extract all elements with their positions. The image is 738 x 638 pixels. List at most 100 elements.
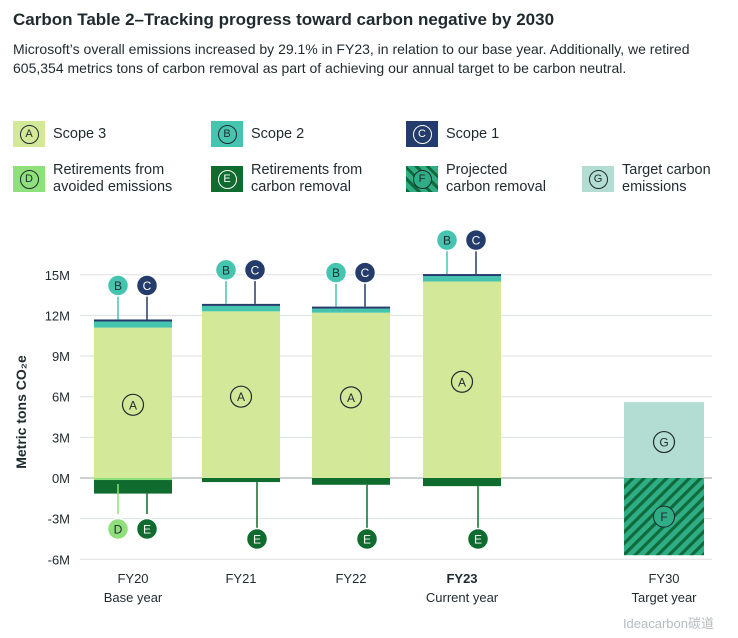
badge-letter-e: E bbox=[253, 533, 261, 547]
badge-c bbox=[243, 258, 267, 282]
badge-e bbox=[245, 527, 269, 551]
legend-badge: B bbox=[217, 124, 237, 144]
y-tick-label: 3M bbox=[52, 430, 70, 445]
legend-item-b: B Scope 2 bbox=[211, 121, 304, 147]
legend-swatch: D bbox=[13, 166, 45, 192]
legend-label: Scope 3 bbox=[53, 125, 107, 142]
badge-letter-a: A bbox=[237, 390, 245, 404]
legend-item-a: A Scope 3 bbox=[13, 121, 106, 147]
x-tick-sublabel: Current year bbox=[426, 590, 499, 605]
bar-scope2 bbox=[312, 308, 390, 313]
page-title: Carbon Table 2–Tracking progress toward … bbox=[13, 10, 555, 29]
legend-item-g: G Target carbon emissions bbox=[582, 162, 711, 196]
badge-letter-c: C bbox=[361, 266, 370, 280]
y-tick-label: 15M bbox=[45, 268, 70, 283]
legend-swatch: C bbox=[406, 121, 438, 147]
legend-item-c: C Scope 1 bbox=[406, 121, 499, 147]
badge-a bbox=[450, 370, 474, 393]
badge-c bbox=[353, 261, 377, 284]
badge-letter-a: A bbox=[129, 398, 137, 412]
legend-label: Retirements from carbon removal bbox=[251, 162, 363, 195]
bar-scope3 bbox=[94, 327, 172, 478]
legend-label: Scope 2 bbox=[251, 125, 305, 142]
bar-removal bbox=[94, 480, 172, 494]
badge-b bbox=[106, 274, 130, 297]
x-tick-label: FY22 bbox=[335, 571, 366, 586]
badge-letter-b: B bbox=[114, 279, 122, 293]
bar-scope2 bbox=[94, 321, 172, 328]
legend-label: Projected carbon removal bbox=[446, 162, 546, 195]
badge-e bbox=[135, 517, 159, 541]
bar-avoided bbox=[94, 478, 172, 481]
badge-letter-g: G bbox=[659, 436, 668, 450]
legend-badge: E bbox=[217, 169, 237, 189]
legend-swatch: G bbox=[582, 166, 614, 192]
bar-target bbox=[624, 402, 704, 478]
y-tick-label: 0M bbox=[52, 471, 70, 486]
badge-letter-e: E bbox=[474, 533, 482, 547]
badge-c bbox=[135, 274, 159, 297]
badge-letter-d: D bbox=[114, 523, 123, 537]
badge-a bbox=[229, 385, 253, 408]
badge-b bbox=[214, 258, 238, 282]
badge-a bbox=[121, 393, 145, 416]
legend-badge: F bbox=[412, 169, 432, 189]
badge-c bbox=[464, 228, 488, 252]
badge-g bbox=[652, 430, 676, 454]
badge-letter-c: C bbox=[472, 234, 481, 248]
legend-item-f: F Projected carbon removal bbox=[406, 162, 546, 196]
badge-letter-b: B bbox=[332, 266, 340, 280]
badge-letter-a: A bbox=[347, 391, 355, 405]
y-axis-label: Metric tons CO₂e bbox=[13, 355, 29, 469]
legend-badge: D bbox=[19, 169, 39, 189]
bar-scope1 bbox=[423, 274, 501, 277]
x-tick-sublabel: Target year bbox=[631, 590, 697, 605]
y-tick-label: 9M bbox=[52, 349, 70, 364]
bar-scope3 bbox=[312, 312, 390, 478]
y-tick-label: 6M bbox=[52, 390, 70, 405]
badge-b bbox=[324, 261, 348, 284]
badge-letter-a: A bbox=[458, 375, 466, 389]
legend-swatch: E bbox=[211, 166, 243, 192]
legend-item-d: D Retirements from avoided emissions bbox=[13, 162, 172, 196]
legend-badge: G bbox=[588, 169, 608, 189]
badge-e bbox=[355, 527, 379, 551]
bar-scope2 bbox=[423, 276, 501, 282]
legend-item-e: E Retirements from carbon removal bbox=[211, 162, 362, 196]
legend-label: Retirements from avoided emissions bbox=[53, 162, 173, 195]
x-tick-label: FY20 bbox=[117, 571, 148, 586]
bar-scope1 bbox=[312, 306, 390, 309]
watermark: Ideacarbon碳道 bbox=[622, 616, 714, 631]
badge-letter-c: C bbox=[143, 279, 152, 293]
bar-removal bbox=[423, 478, 501, 487]
badge-letter-b: B bbox=[222, 263, 230, 277]
badge-f bbox=[653, 505, 675, 528]
legend-badge: C bbox=[412, 124, 432, 144]
x-tick-label: FY21 bbox=[225, 571, 256, 586]
badge-letter-b: B bbox=[443, 234, 451, 248]
legend-label: Target carbon emissions bbox=[622, 162, 711, 195]
badge-letter-e: E bbox=[143, 523, 151, 537]
x-tick-sublabel: Base year bbox=[104, 590, 163, 605]
legend-swatch: B bbox=[211, 121, 243, 147]
y-tick-label: -6M bbox=[48, 552, 70, 567]
legend-badge: A bbox=[19, 124, 39, 144]
badge-b bbox=[435, 228, 459, 252]
legend-label: Scope 1 bbox=[446, 125, 500, 142]
bar-removal bbox=[312, 478, 390, 485]
x-tick-label: FY23 bbox=[446, 571, 477, 586]
bar-scope1 bbox=[94, 319, 172, 322]
y-tick-label: 12M bbox=[45, 308, 70, 323]
badge-e bbox=[466, 527, 490, 551]
bar-removal bbox=[202, 478, 280, 483]
bar-scope3 bbox=[423, 281, 501, 478]
bar-scope2 bbox=[202, 305, 280, 312]
badge-letter-c: C bbox=[251, 263, 260, 277]
legend-swatch: A bbox=[13, 121, 45, 147]
chart-subtitle: Microsoft’s overall emissions increased … bbox=[13, 41, 690, 76]
badge-letter-f: F bbox=[660, 510, 667, 524]
bar-scope3 bbox=[202, 311, 280, 478]
badge-a bbox=[339, 386, 363, 409]
bar-scope1 bbox=[202, 303, 280, 306]
